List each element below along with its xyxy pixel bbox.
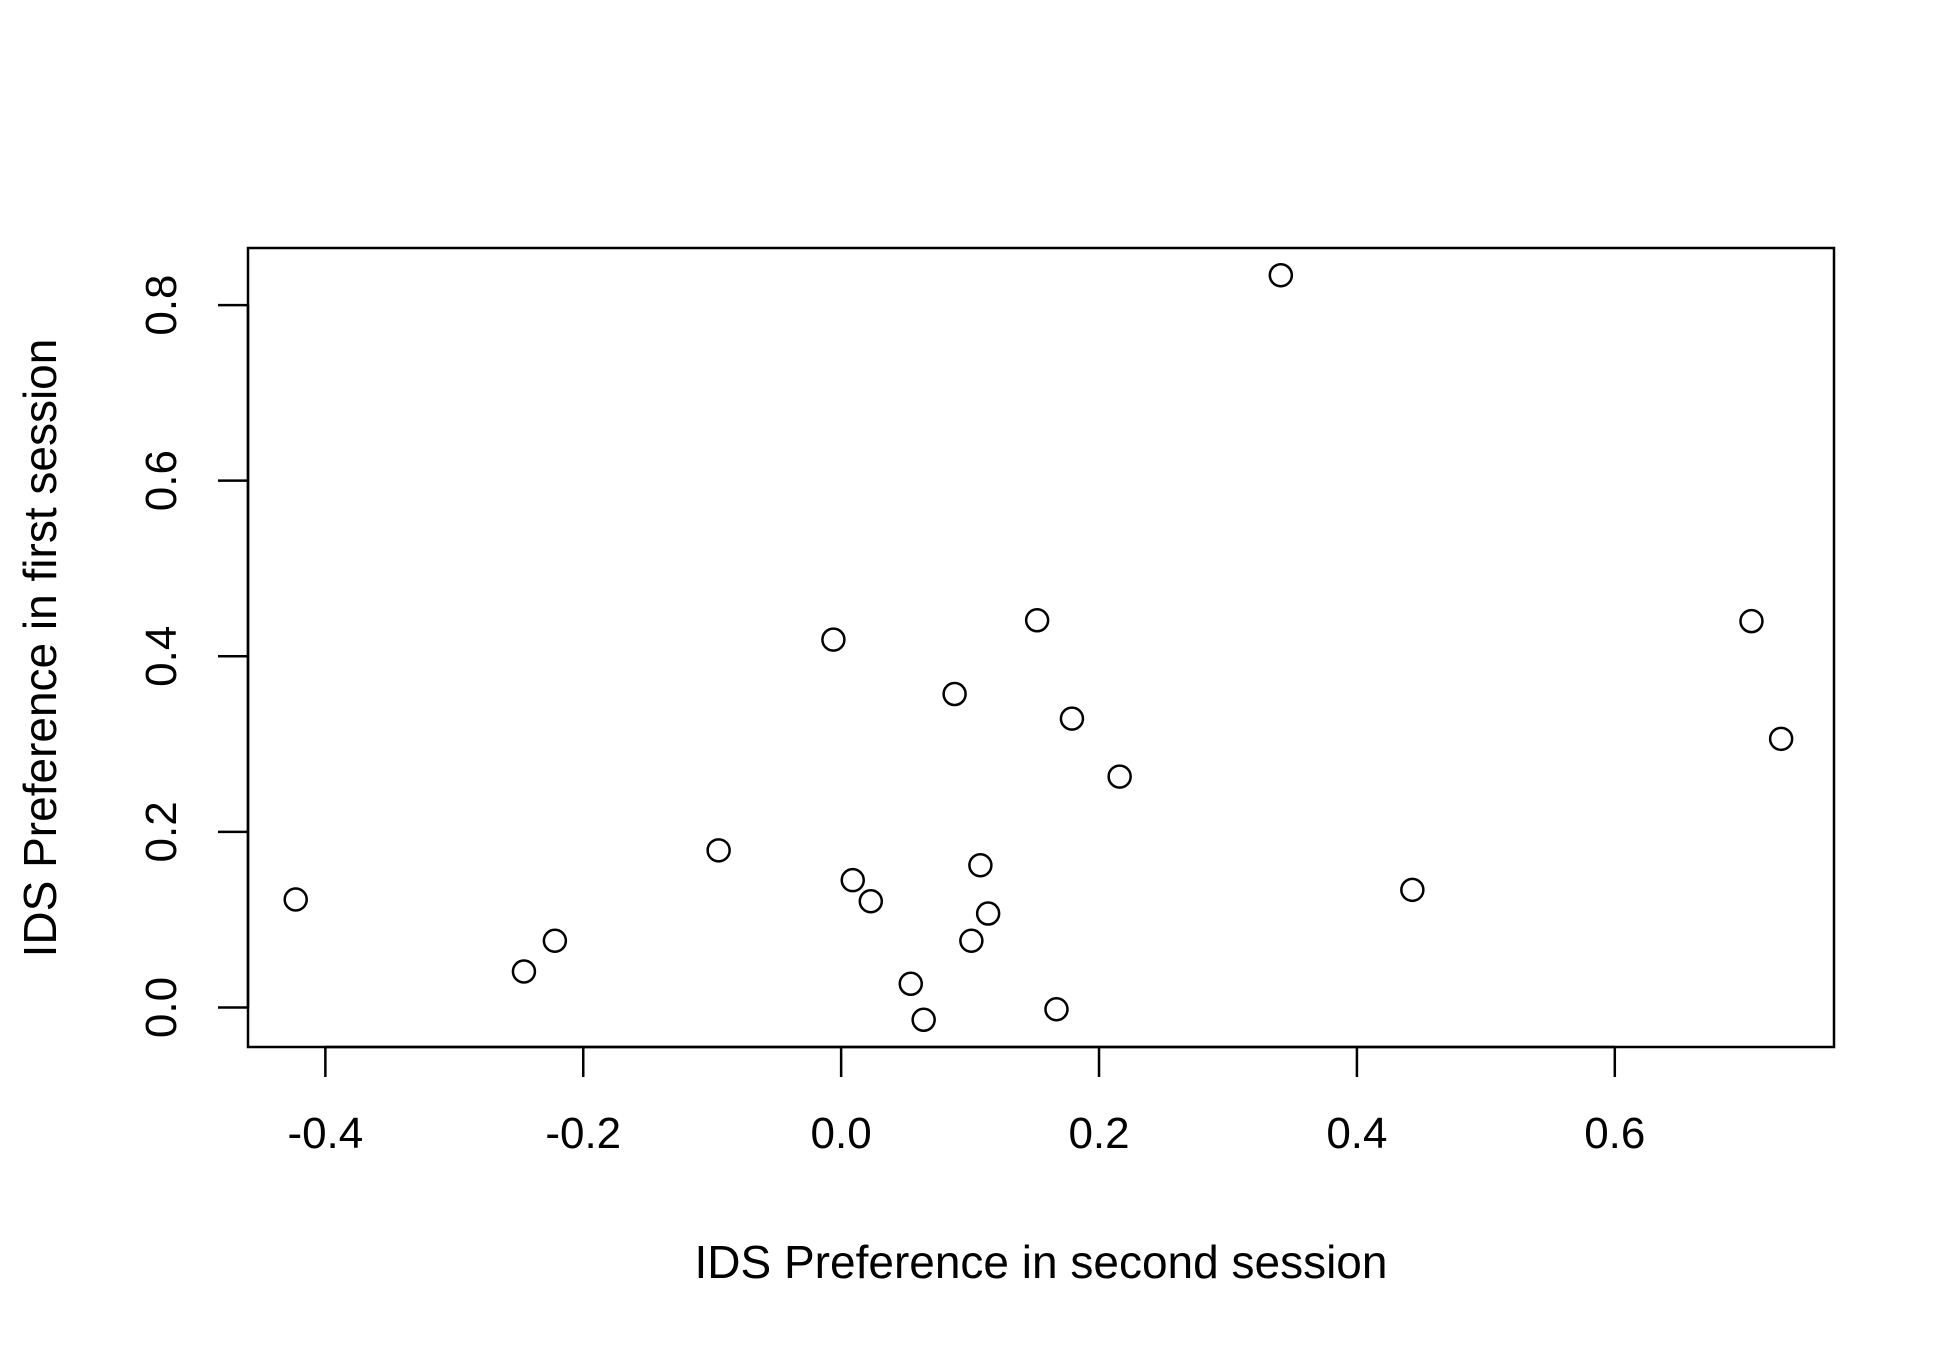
data-point [1400, 877, 1425, 903]
y-axis: 0.0 0.2 0.4 0.6 0.8 [137, 274, 250, 1038]
data-point [975, 901, 1001, 926]
x-axis-label: IDS Preference in second session [695, 1236, 1388, 1288]
data-point [1059, 706, 1085, 731]
data-point [968, 852, 993, 878]
x-tick-label: 0.2 [1068, 1109, 1129, 1158]
x-tick-label: -0.4 [287, 1109, 363, 1158]
data-point [821, 627, 846, 652]
x-tick-label: -0.2 [545, 1109, 621, 1158]
data-point [1024, 608, 1050, 633]
data-point [942, 681, 967, 707]
x-tick-label: 0.0 [811, 1109, 872, 1158]
data-point [959, 928, 984, 954]
data-point [283, 887, 308, 912]
data-point [840, 867, 865, 893]
data-point [858, 888, 884, 914]
data-point [1044, 996, 1069, 1022]
y-axis-label: IDS Preference in first session [14, 339, 66, 958]
plot-frame [246, 246, 1836, 1049]
x-axis: -0.4 -0.2 0.0 0.2 0.4 0.6 [287, 1045, 1645, 1158]
data-point [1739, 608, 1764, 634]
y-tick-label: 0.8 [137, 274, 186, 335]
data-point [911, 1007, 936, 1033]
data-point [1268, 262, 1294, 288]
y-tick-label: 0.4 [137, 626, 186, 687]
y-tick-label: 0.2 [137, 801, 186, 862]
y-tick-label: 0.0 [137, 977, 186, 1038]
data-point [1107, 764, 1132, 789]
x-tick-label: 0.6 [1584, 1109, 1645, 1158]
data-point [511, 959, 537, 984]
data-point [898, 971, 924, 997]
data-point [542, 928, 568, 954]
data-points [283, 262, 1794, 1033]
y-tick-label: 0.6 [137, 450, 186, 511]
x-tick-label: 0.4 [1326, 1109, 1387, 1158]
data-point [706, 838, 731, 863]
data-point [1768, 726, 1794, 752]
